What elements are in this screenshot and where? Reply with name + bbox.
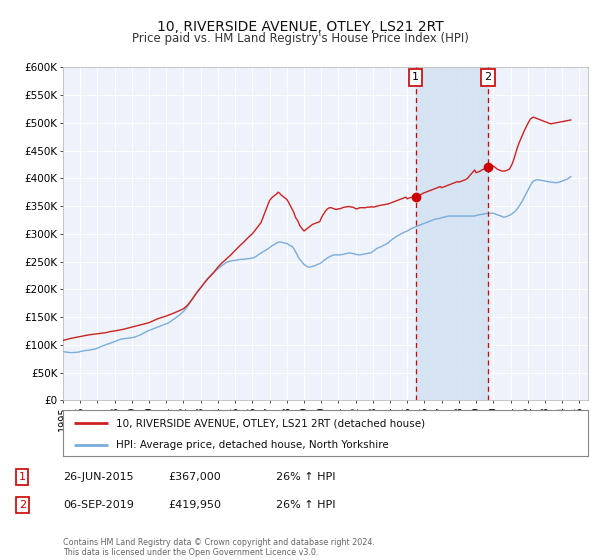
Text: £419,950: £419,950 bbox=[168, 500, 221, 510]
Text: 26% ↑ HPI: 26% ↑ HPI bbox=[276, 472, 335, 482]
Text: £367,000: £367,000 bbox=[168, 472, 221, 482]
Text: 1: 1 bbox=[19, 472, 26, 482]
Text: 10, RIVERSIDE AVENUE, OTLEY, LS21 2RT (detached house): 10, RIVERSIDE AVENUE, OTLEY, LS21 2RT (d… bbox=[115, 418, 425, 428]
Text: 2: 2 bbox=[19, 500, 26, 510]
Text: Price paid vs. HM Land Registry's House Price Index (HPI): Price paid vs. HM Land Registry's House … bbox=[131, 32, 469, 45]
Text: 10, RIVERSIDE AVENUE, OTLEY, LS21 2RT: 10, RIVERSIDE AVENUE, OTLEY, LS21 2RT bbox=[157, 20, 443, 34]
Text: 2: 2 bbox=[484, 72, 491, 82]
Text: Contains HM Land Registry data © Crown copyright and database right 2024.
This d: Contains HM Land Registry data © Crown c… bbox=[63, 538, 375, 557]
Text: HPI: Average price, detached house, North Yorkshire: HPI: Average price, detached house, Nort… bbox=[115, 440, 388, 450]
Text: 26% ↑ HPI: 26% ↑ HPI bbox=[276, 500, 335, 510]
Text: 06-SEP-2019: 06-SEP-2019 bbox=[63, 500, 134, 510]
Text: 26-JUN-2015: 26-JUN-2015 bbox=[63, 472, 134, 482]
Bar bbox=[416, 67, 488, 400]
Text: 1: 1 bbox=[412, 72, 419, 82]
